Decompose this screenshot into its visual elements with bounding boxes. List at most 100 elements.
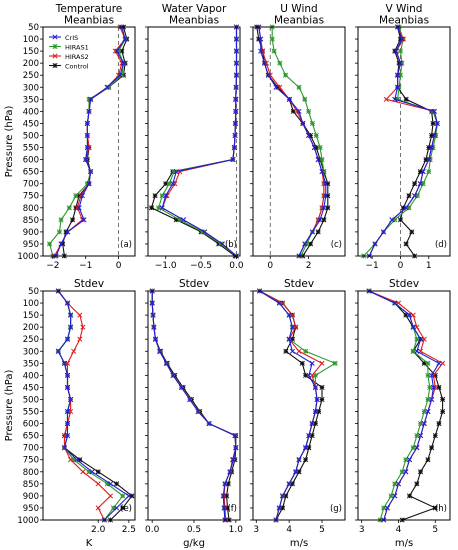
data-point (302, 241, 308, 247)
data-point (150, 312, 156, 318)
data-point (61, 445, 68, 451)
x-tick-label: 0.5 (187, 525, 201, 535)
series-line-hiras2 (161, 27, 238, 257)
data-point (321, 205, 327, 211)
y-tick-label: 300 (23, 83, 39, 93)
x-tick-label: 5 (432, 525, 438, 535)
data-point (290, 108, 296, 114)
data-point (317, 217, 323, 223)
x-tick-label: 4 (286, 525, 292, 535)
y-tick-label: 750 (23, 456, 39, 466)
y-tick-label: 50 (28, 23, 39, 33)
panel-letter: (h) (435, 504, 447, 514)
data-point (77, 312, 83, 318)
data-point (58, 241, 64, 247)
y-tick-label: 600 (23, 156, 39, 166)
data-point (170, 372, 176, 378)
y-tick-label: 650 (23, 432, 39, 442)
data-point (86, 96, 92, 102)
data-point (187, 396, 193, 403)
data-point (114, 505, 120, 511)
panel-title: Meanbias (379, 15, 429, 27)
data-point (312, 384, 318, 390)
data-point (64, 433, 71, 439)
data-point (380, 229, 387, 235)
data-point (306, 108, 312, 114)
data-point (289, 324, 295, 330)
data-point (309, 421, 315, 427)
data-point (232, 132, 238, 139)
data-point (84, 132, 90, 139)
data-point (323, 193, 329, 199)
y-tick-label: 400 (23, 107, 39, 117)
data-point (321, 217, 327, 223)
data-point (172, 181, 178, 187)
plot-frame (357, 26, 451, 257)
panel-letter: (a) (120, 240, 132, 250)
data-point (432, 384, 438, 390)
data-point (55, 348, 61, 354)
data-point (325, 205, 331, 211)
data-point (120, 60, 127, 66)
data-point (170, 181, 176, 187)
legend-label-cris: CrIS (65, 34, 78, 42)
plot-frame (252, 290, 346, 521)
data-point (418, 433, 424, 439)
y-tick-label: 150 (23, 311, 39, 321)
data-point (173, 169, 179, 175)
data-point (233, 84, 239, 90)
data-point (392, 300, 398, 306)
data-point (64, 408, 71, 415)
data-point (399, 469, 405, 475)
data-point (395, 72, 401, 78)
y-tick-label: 100 (23, 299, 39, 309)
data-point (86, 108, 92, 114)
data-point (80, 469, 86, 475)
data-point (317, 144, 323, 151)
data-point (76, 205, 82, 211)
data-point (315, 217, 321, 223)
y-tick-label: 900 (23, 492, 39, 502)
series-line-hiras2 (54, 26, 126, 257)
data-point (73, 193, 79, 199)
data-point (178, 384, 185, 390)
data-point (107, 481, 114, 487)
chart-panel-8: Stdev 3 4 5 m/s (h) (355, 278, 451, 549)
data-point (52, 43, 58, 50)
data-point (429, 144, 435, 151)
data-point (64, 384, 71, 390)
data-point (397, 217, 404, 223)
y-tick-label: 350 (23, 359, 39, 369)
data-point (319, 384, 325, 390)
data-point (271, 48, 277, 54)
data-point (283, 348, 289, 354)
data-point (307, 241, 314, 247)
data-point (222, 481, 228, 487)
x-tick-label: 5 (319, 525, 325, 535)
y-tick-label: 950 (23, 240, 39, 250)
x-tick-label: −1 (366, 261, 379, 271)
data-point (80, 324, 86, 330)
data-point (429, 445, 435, 451)
data-point (389, 217, 395, 223)
data-point (414, 433, 420, 439)
data-point (314, 396, 320, 403)
data-point (381, 505, 387, 511)
data-point (199, 229, 206, 235)
data-point (421, 421, 427, 427)
data-point (163, 193, 169, 199)
y-tick-label: 350 (23, 95, 39, 105)
panel-letter: (g) (330, 504, 342, 514)
data-point (117, 72, 123, 78)
data-point (114, 48, 120, 54)
data-point (289, 348, 295, 354)
data-point (232, 433, 238, 439)
data-point (406, 457, 413, 463)
data-point (222, 505, 228, 511)
x-axis-label: m/s (395, 538, 413, 549)
y-tick-label: 250 (23, 71, 39, 81)
plot-frame (147, 26, 241, 257)
y-tick-label: 800 (23, 204, 39, 214)
y-tick-label: 300 (23, 347, 39, 357)
